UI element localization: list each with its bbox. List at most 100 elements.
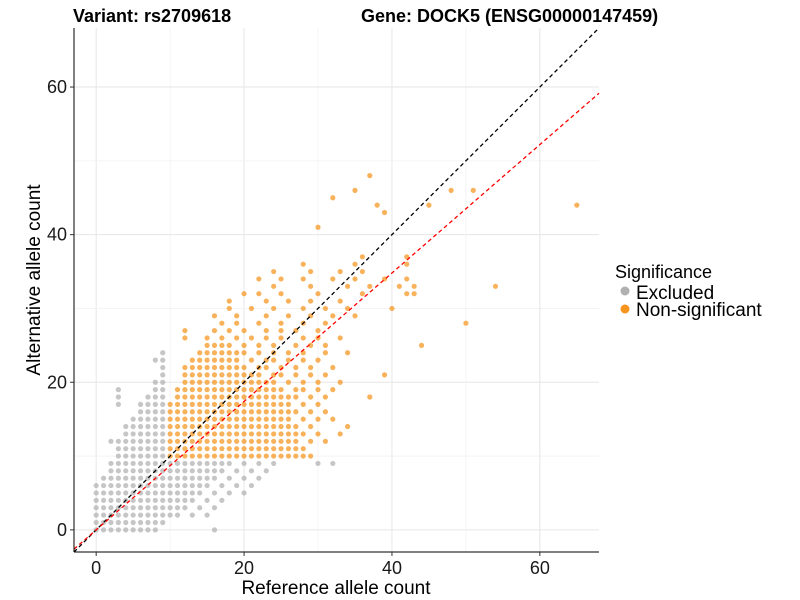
data-point <box>211 342 218 348</box>
data-point <box>330 460 336 467</box>
data-point <box>167 431 173 437</box>
x-tick-label: 20 <box>234 558 254 578</box>
data-point <box>123 446 129 452</box>
data-point <box>248 446 255 452</box>
data-point <box>330 313 336 319</box>
data-point <box>189 423 195 430</box>
data-point <box>174 394 181 400</box>
data-point <box>145 512 151 518</box>
data-point <box>285 350 292 356</box>
data-point <box>174 505 181 511</box>
data-point <box>152 416 158 422</box>
data-point <box>160 490 166 496</box>
data-point <box>234 350 240 356</box>
data-point <box>285 438 292 444</box>
data-point <box>189 401 195 407</box>
data-point <box>174 401 181 407</box>
data-point <box>123 468 129 474</box>
data-point <box>130 453 136 459</box>
data-point <box>189 512 195 518</box>
data-point <box>248 453 255 459</box>
data-point <box>226 298 232 304</box>
data-point <box>219 342 225 348</box>
data-point <box>174 475 181 481</box>
data-point <box>248 401 255 407</box>
data-point <box>130 505 136 511</box>
data-point <box>315 416 321 422</box>
data-point <box>263 401 269 407</box>
data-point <box>226 460 232 467</box>
data-point <box>123 490 129 496</box>
data-point <box>404 254 410 260</box>
data-point <box>234 482 240 489</box>
data-point <box>152 453 158 459</box>
data-point <box>226 350 232 356</box>
data-point <box>197 468 203 474</box>
data-point <box>226 475 232 481</box>
legend-title: Significance <box>615 262 712 282</box>
data-point <box>182 490 188 496</box>
data-point <box>197 394 203 400</box>
data-point <box>182 431 188 437</box>
data-point <box>93 505 99 511</box>
data-point <box>100 475 107 481</box>
data-point <box>241 364 247 371</box>
data-point <box>234 364 240 371</box>
data-point <box>204 387 210 393</box>
data-point <box>160 409 166 415</box>
data-point <box>219 357 225 363</box>
data-point <box>315 327 321 334</box>
data-point <box>271 379 277 385</box>
data-point <box>174 438 181 444</box>
data-point <box>197 446 203 452</box>
data-point <box>315 431 321 437</box>
data-point <box>293 394 299 400</box>
data-point <box>226 327 232 334</box>
data-point <box>204 512 210 518</box>
data-point <box>145 409 151 415</box>
data-point <box>152 387 158 393</box>
data-point <box>211 401 218 407</box>
data-point <box>293 409 299 415</box>
data-point <box>271 460 277 467</box>
data-point <box>152 394 158 400</box>
data-point <box>241 342 247 348</box>
data-point <box>211 327 218 334</box>
data-point <box>100 527 107 533</box>
data-point <box>160 387 166 393</box>
data-point <box>241 372 247 378</box>
data-point <box>234 431 240 437</box>
data-point <box>492 283 499 289</box>
data-point <box>123 431 129 437</box>
data-point <box>167 490 173 496</box>
data-point <box>204 438 210 444</box>
data-point <box>263 416 269 422</box>
data-point <box>344 423 351 430</box>
data-point <box>219 335 225 341</box>
data-point <box>234 438 240 444</box>
data-point <box>293 431 299 437</box>
data-point <box>189 453 195 459</box>
data-point <box>256 401 262 407</box>
data-point <box>145 401 151 407</box>
data-point <box>160 453 166 459</box>
data-point <box>396 283 402 289</box>
data-point <box>108 438 114 444</box>
data-point <box>174 460 181 467</box>
data-point <box>248 468 255 474</box>
data-point <box>219 379 225 385</box>
data-point <box>160 497 166 503</box>
data-point <box>234 409 240 415</box>
data-point <box>381 372 388 378</box>
data-point <box>300 335 306 341</box>
data-point <box>285 313 292 319</box>
data-point <box>308 283 314 289</box>
data-point <box>219 423 225 430</box>
data-point <box>115 512 121 518</box>
data-point <box>182 409 188 415</box>
data-point <box>204 394 210 400</box>
data-point <box>108 497 114 503</box>
data-point <box>322 372 329 378</box>
data-point <box>226 342 232 348</box>
